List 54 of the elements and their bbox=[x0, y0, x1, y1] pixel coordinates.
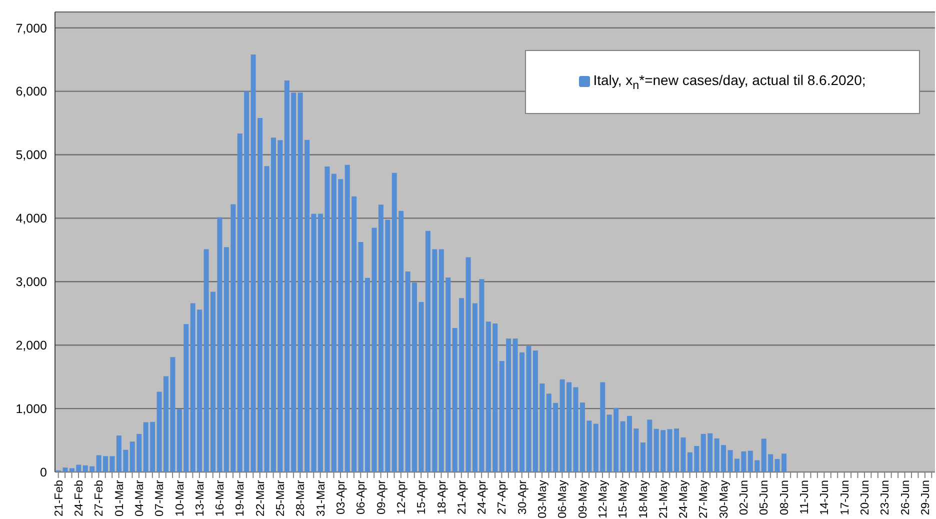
x-tick-label: 27-Feb bbox=[94, 480, 106, 516]
x-tick-label: 21-Apr bbox=[456, 480, 468, 515]
x-tick-label: 21-May bbox=[658, 480, 670, 518]
x-tick-label: 16-Mar bbox=[214, 480, 227, 516]
x-tick-label: 24-Feb bbox=[74, 480, 86, 516]
x-tick-label: 27-May bbox=[698, 480, 710, 518]
x-tick-label: 08-Jun bbox=[778, 480, 791, 516]
legend-label: Italy, x$_{n}$*=new cases/day, actual til 8.6.2020; bbox=[593, 72, 866, 92]
y-tick-label: 5,000 bbox=[16, 148, 48, 162]
x-tick-label: 13-Mar bbox=[194, 480, 206, 516]
x-tick-label: 23-Jun bbox=[880, 480, 892, 516]
x-tick-label: 05-Jun bbox=[758, 480, 771, 516]
y-tick-label: 6,000 bbox=[16, 84, 48, 99]
x-tick-label: 24-Apr bbox=[476, 480, 489, 515]
x-tick-label: 03-May bbox=[537, 480, 550, 518]
x-tick-label: 30-May bbox=[718, 480, 730, 518]
x-tick-label: 03-Apr bbox=[335, 480, 348, 515]
x-tick-label: 20-Jun bbox=[859, 480, 872, 516]
x-tick-label: 21-Feb bbox=[53, 480, 66, 516]
x-tick-label: 01-Mar bbox=[114, 480, 126, 516]
x-tick-label: 04-Mar bbox=[134, 480, 146, 516]
x-tick-label: 09-May bbox=[577, 480, 590, 518]
x-tick-label: 09-Apr bbox=[376, 480, 388, 515]
x-tick-label: 28-Mar bbox=[295, 480, 308, 516]
x-tick-label: 14-Jun bbox=[819, 480, 832, 516]
y-tick-label: 3,000 bbox=[16, 275, 48, 290]
x-tick-label: 07-Mar bbox=[154, 480, 166, 516]
x-tick-label: 15-May bbox=[618, 480, 630, 518]
x-tick-label: 24-May bbox=[678, 480, 690, 518]
y-tick-label: 4,000 bbox=[16, 212, 48, 226]
x-tick-label: 02-Jun bbox=[738, 480, 751, 516]
x-tick-label: 17-Jun bbox=[839, 480, 852, 516]
x-tick-label: 06-May bbox=[557, 480, 570, 518]
x-tick-label: 26-Jun bbox=[900, 480, 912, 516]
y-tick-label: 0 bbox=[40, 465, 48, 480]
x-tick-label: 27-Apr bbox=[496, 480, 509, 515]
x-tick-label: 12-May bbox=[597, 480, 610, 518]
x-tick-label: 18-May bbox=[638, 480, 650, 518]
x-tick-label: 11-Jun bbox=[799, 480, 812, 514]
y-tick-label: 2,000 bbox=[16, 338, 48, 353]
y-tick-label: 1,000 bbox=[16, 402, 48, 416]
x-tick-label: 22-Mar bbox=[254, 480, 267, 516]
x-tick-label: 15-Apr bbox=[416, 480, 428, 515]
x-tick-label: 31-Mar bbox=[315, 480, 328, 516]
x-tick-label: 29-Jun bbox=[920, 480, 932, 516]
legend-box: Italy, x$_{n}$*=new cases/day, actual til 8.6.2020; bbox=[525, 50, 920, 114]
x-tick-label: 19-Mar bbox=[234, 480, 247, 516]
x-tick-label: 12-Apr bbox=[396, 480, 408, 515]
x-tick-label: 10-Mar bbox=[174, 480, 186, 516]
x-tick-label: 18-Apr bbox=[436, 480, 448, 515]
x-tick-label: 06-Apr bbox=[356, 480, 368, 515]
x-tick-label: 30-Apr bbox=[516, 480, 529, 515]
y-tick-label: 7,000 bbox=[16, 21, 48, 36]
x-tick-label: 25-Mar bbox=[275, 480, 288, 516]
